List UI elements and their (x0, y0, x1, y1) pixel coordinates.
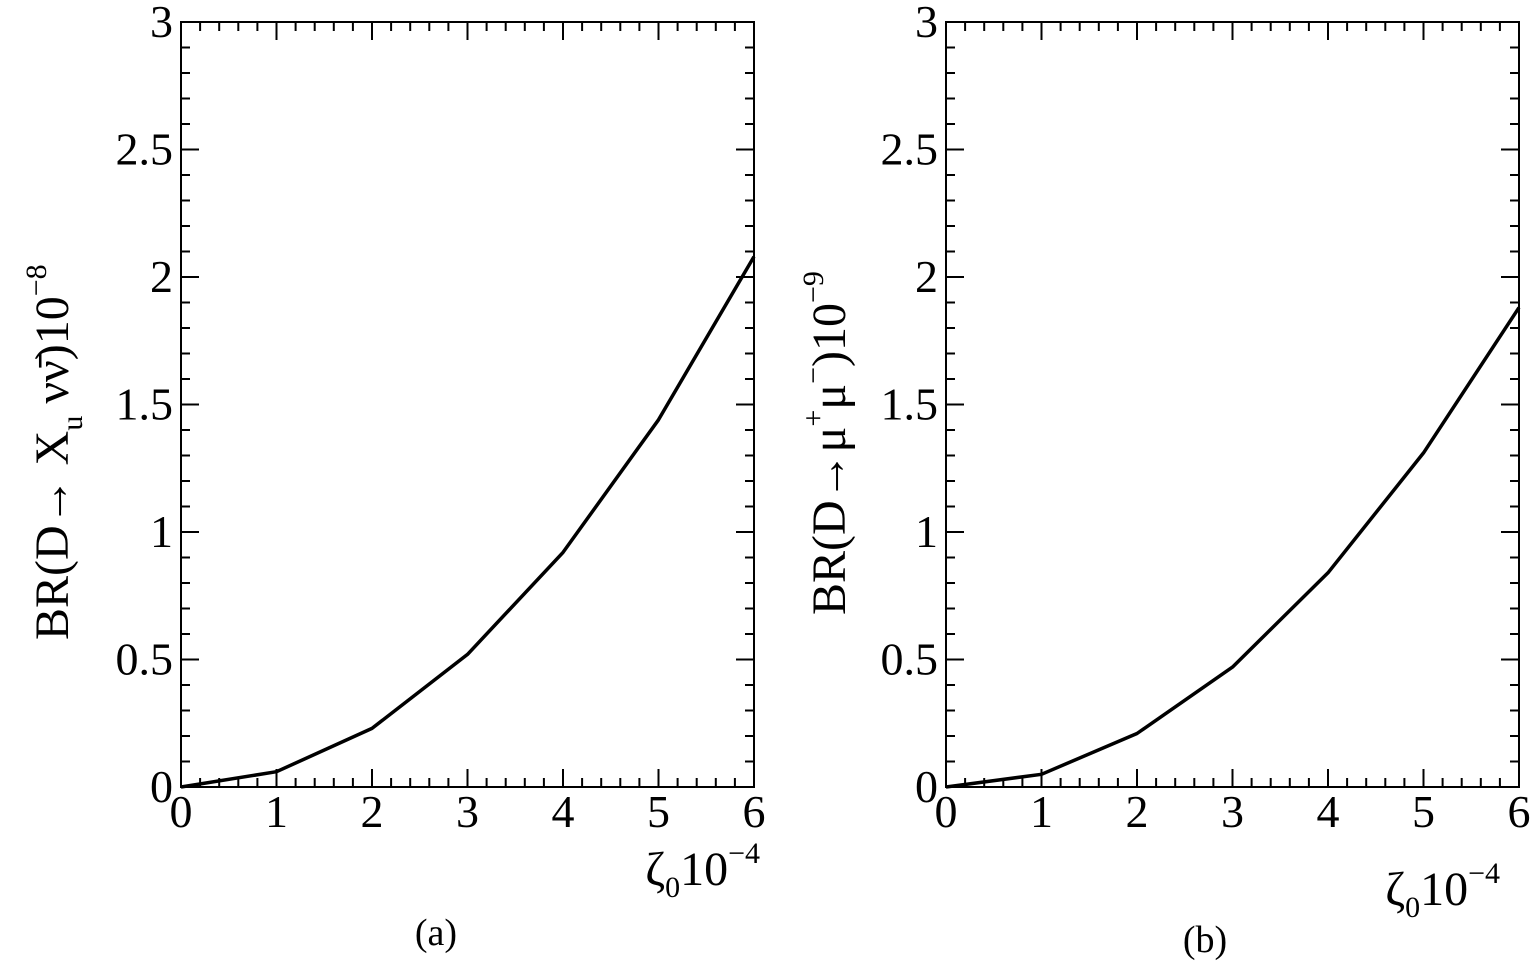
panel-a-ytick-label: 1.5 (116, 379, 174, 430)
panel-a-ytick-label: 2 (150, 251, 173, 302)
panel-a-xtick-label: 1 (265, 786, 288, 837)
panel-a-xtick-label: 3 (456, 786, 479, 837)
panel-a: 0 1 2 3 4 5 6 0 0.5 1 1.5 2 2.5 3 ζ010−4 BR(D→ Xu νν… (20, 0, 766, 954)
panel-b-ytick-label: 0.5 (881, 634, 939, 685)
panel-b-ytick-label: 1.5 (881, 379, 939, 430)
panel-b-y-axis-label: BR(D→μ+μ−)10−9 (797, 271, 856, 615)
panel-b-xtick-label: 6 (1508, 786, 1531, 837)
panel-a-ytick-label: 1 (150, 506, 173, 557)
panel-b-xtick-label: 0 (935, 786, 958, 837)
panel-b-ytick-label: 1 (915, 506, 938, 557)
panel-a-xtick-label: 5 (647, 786, 670, 837)
panel-a-label: (a) (415, 912, 457, 954)
panel-b-frame (945, 21, 1520, 788)
panel-a-x-axis-label: ζ010−4 (645, 837, 760, 904)
panel-a-xtick-label: 2 (361, 786, 384, 837)
panel-b-ytick-label: 2.5 (881, 124, 939, 175)
panel-b-ytick-label: 0 (915, 761, 938, 812)
panel-a-xtick-labels: 0 1 2 3 4 5 6 (170, 786, 766, 837)
panel-b-xtick-label: 5 (1412, 786, 1435, 837)
panel-a-xtick-label: 0 (170, 786, 193, 837)
panel-b-xtick-label: 3 (1221, 786, 1244, 837)
panel-a-series-line (180, 255, 756, 789)
panel-a-ytick-label: 3 (150, 0, 173, 47)
panel-b-ytick-labels: 0 0.5 1 1.5 2 2.5 3 (881, 0, 939, 812)
panel-b-ytick-label: 3 (915, 0, 938, 47)
panel-b-xtick-label: 2 (1126, 786, 1149, 837)
panel-b-xtick-label: 4 (1317, 786, 1340, 837)
panel-a-ytick-labels: 0 0.5 1 1.5 2 2.5 3 (116, 0, 174, 812)
panel-b-ticks (945, 21, 1520, 788)
panel-a-xtick-label: 4 (552, 786, 575, 837)
panel-b: 0 1 2 3 4 5 6 0 0.5 1 1.5 2 2.5 3 ζ010−4 BR(D→μ+μ−)1… (797, 0, 1531, 961)
panel-a-xtick-label: 6 (743, 786, 766, 837)
panel-b-xtick-labels: 0 1 2 3 4 5 6 (935, 786, 1531, 837)
panel-b-xtick-label: 1 (1030, 786, 1053, 837)
panel-b-series-line (945, 306, 1521, 789)
panel-a-ytick-label: 2.5 (116, 124, 174, 175)
panel-a-y-axis-label: BR(D→ Xu νν̄)10−8 (20, 264, 89, 640)
panel-a-ytick-label: 0.5 (116, 634, 174, 685)
panel-a-frame (180, 21, 755, 788)
panel-b-label: (b) (1183, 919, 1227, 961)
panel-b-x-axis-label: ζ010−4 (1385, 857, 1500, 924)
panel-a-ytick-label: 0 (150, 761, 173, 812)
panel-b-ytick-label: 2 (915, 251, 938, 302)
